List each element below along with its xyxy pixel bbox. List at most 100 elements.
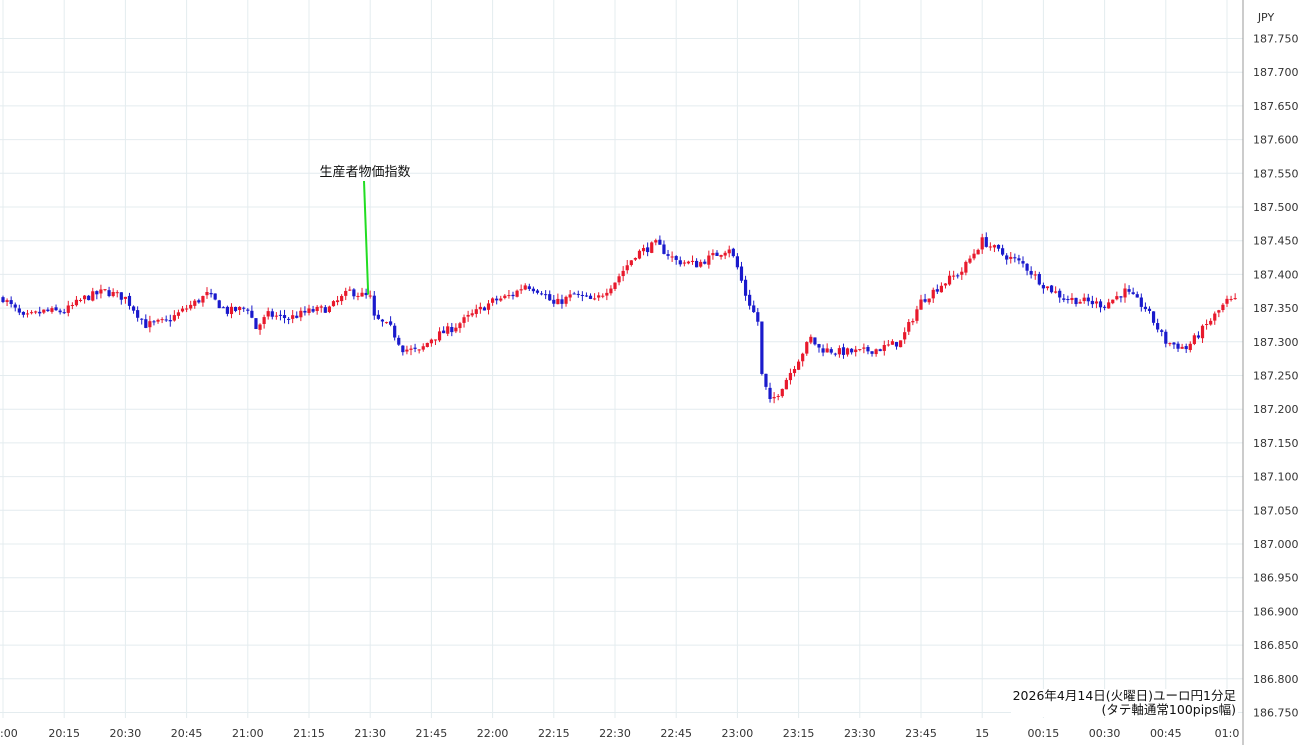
candle: [213, 293, 217, 301]
candle-body: [613, 282, 617, 289]
candle: [246, 308, 250, 315]
candle: [1070, 293, 1074, 304]
time-axis[interactable]: :00 20:15 20:30 20:45 21:00 21:15 21:30 21:45 22…: [0, 727, 1239, 740]
candle: [287, 317, 291, 325]
candle: [947, 270, 952, 286]
caption-line-1: 2026年4月14日(火曜日)ユーロ円1分足: [1012, 688, 1236, 703]
candle-body: [996, 244, 1001, 249]
candle-body: [1119, 296, 1123, 298]
candle: [1094, 297, 1099, 309]
candle-body: [446, 326, 450, 334]
candle: [960, 267, 964, 280]
candle: [1029, 266, 1033, 279]
candle: [858, 349, 862, 352]
price-tick-label: 186.850: [1253, 639, 1299, 652]
candle-body: [801, 353, 805, 362]
candle-body: [1200, 325, 1205, 339]
candle-body: [364, 292, 368, 296]
candle: [601, 293, 605, 299]
candle: [915, 305, 919, 324]
candle-body: [83, 295, 87, 300]
time-tick-label: 20:45: [171, 727, 203, 740]
price-tick-label: 186.750: [1253, 707, 1299, 720]
candle-body: [511, 294, 515, 297]
candle-body: [1135, 294, 1139, 298]
candle: [348, 286, 352, 292]
candle: [327, 305, 331, 314]
candle: [662, 240, 666, 255]
candle-body: [703, 261, 707, 264]
candle-body: [140, 318, 144, 320]
candle: [956, 273, 960, 279]
candle-body: [462, 317, 466, 323]
candle-body: [470, 313, 474, 316]
candle: [548, 290, 552, 301]
candle: [1090, 295, 1094, 308]
candle-body: [1160, 330, 1164, 332]
candle: [560, 294, 564, 309]
candle: [225, 305, 229, 317]
candle: [797, 359, 801, 371]
candle: [674, 255, 678, 265]
price-tick-label: 187.450: [1253, 235, 1299, 248]
candle: [1164, 329, 1168, 348]
candle-body: [690, 260, 695, 262]
candle: [1160, 328, 1164, 337]
time-tick-label: 21:15: [293, 727, 325, 740]
candle-body: [1151, 311, 1156, 323]
candle: [405, 345, 409, 355]
time-tick-label: 21:45: [416, 727, 448, 740]
candle-body: [291, 315, 295, 319]
candle-body: [1213, 313, 1217, 321]
candle: [450, 322, 454, 337]
candle-body: [768, 387, 772, 400]
candle: [201, 295, 205, 307]
candle-body: [707, 255, 711, 265]
candle-body: [266, 311, 270, 317]
candle: [935, 284, 939, 295]
candle: [984, 232, 988, 248]
candle-body: [482, 307, 487, 311]
candle-body: [111, 291, 115, 297]
candle: [99, 284, 103, 299]
candle-body: [299, 310, 303, 318]
candle-body: [405, 349, 409, 352]
candle-body: [780, 388, 784, 397]
candle: [1233, 293, 1237, 300]
candle-body: [1156, 323, 1160, 330]
candle: [650, 241, 654, 254]
candle-body: [756, 312, 760, 322]
currency-label: JPY: [1257, 11, 1275, 24]
candle: [136, 306, 140, 322]
candle-body: [474, 309, 478, 314]
candle: [486, 300, 491, 315]
time-tick-label: 21:00: [232, 727, 264, 740]
candle: [850, 348, 854, 355]
candle: [707, 250, 711, 269]
candle: [772, 392, 776, 404]
candle: [805, 341, 809, 356]
candle: [131, 305, 136, 314]
candle-body: [972, 253, 976, 259]
candle-body: [870, 351, 874, 354]
candle-body: [238, 306, 242, 310]
candle: [1143, 302, 1147, 312]
candle-body: [682, 262, 686, 264]
price-tick-label: 187.700: [1253, 66, 1299, 79]
candle: [523, 283, 527, 291]
event-annotation: 生産者物価指数: [319, 164, 411, 295]
price-axis[interactable]: JPY 187.750187.700187.650187.600187.5501…: [1242, 0, 1300, 745]
candle-body: [792, 369, 797, 374]
candle-body: [723, 252, 727, 256]
candle-body: [605, 292, 609, 296]
candle: [1062, 293, 1066, 303]
candle: [821, 344, 825, 357]
candle: [723, 250, 727, 260]
candle-body: [507, 295, 511, 297]
candle: [62, 308, 66, 315]
candle: [886, 339, 890, 347]
price-tick-label: 186.800: [1253, 673, 1299, 686]
price-tick-label: 187.350: [1253, 302, 1299, 315]
candle: [1192, 333, 1196, 346]
candle-body: [307, 308, 311, 313]
